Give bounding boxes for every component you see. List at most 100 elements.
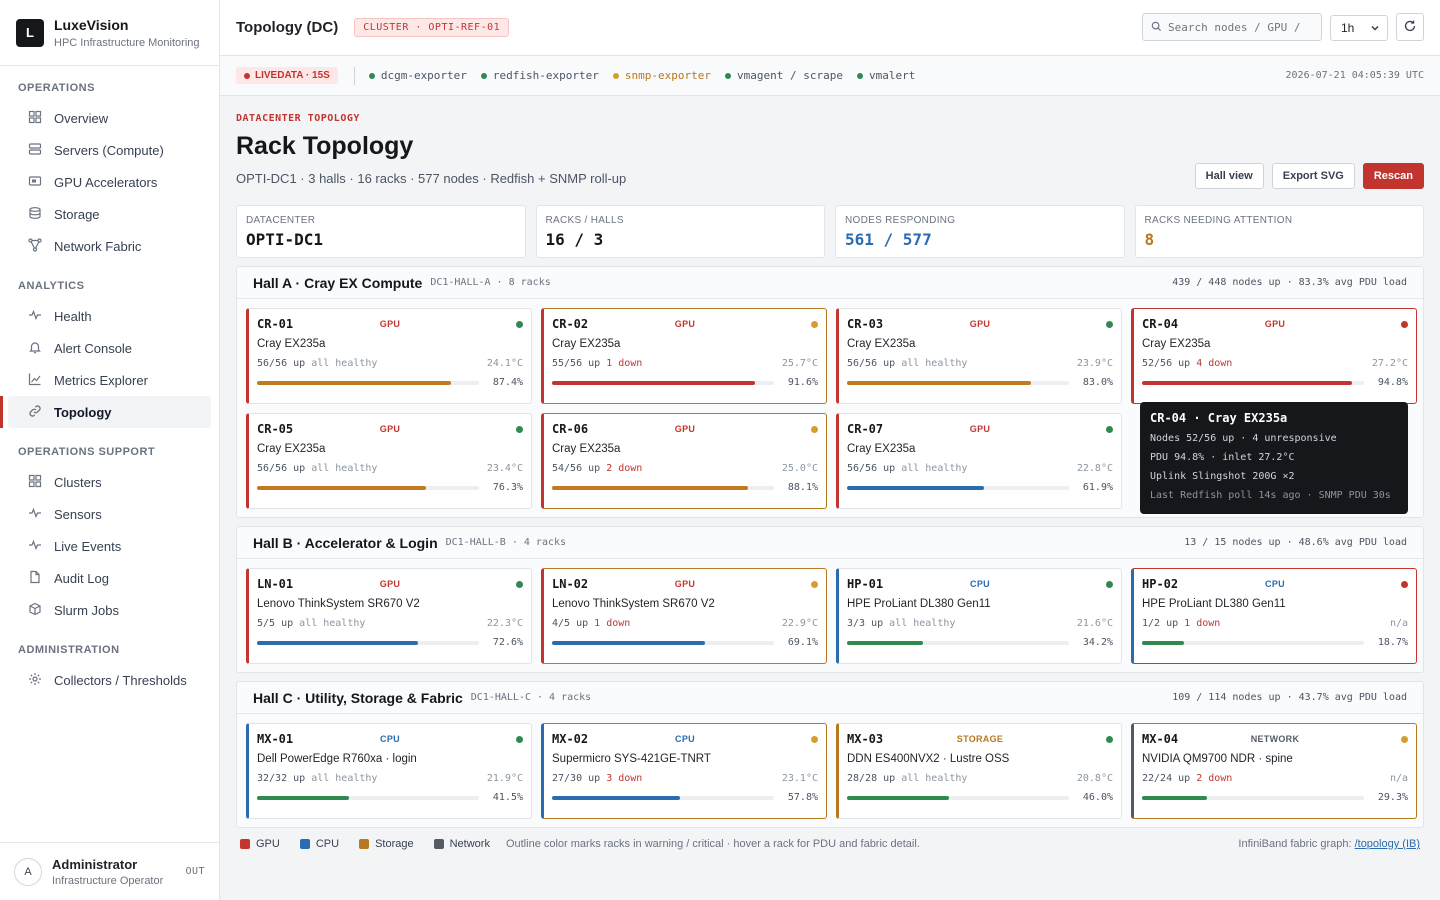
sidebar-item-network-fabric[interactable]: Network Fabric — [8, 230, 211, 262]
rack-card-mx-02[interactable]: MX-02 CPU Supermicro SYS-421GE-TNRT 27/3… — [541, 723, 827, 819]
rack-up-count: 56/56 up — [257, 358, 306, 369]
rack-id: HP-01 — [847, 577, 884, 591]
rack-card-mx-03[interactable]: MX-03 STORAGE DDN ES400NVX2 · Lustre OSS… — [836, 723, 1122, 819]
rack-card-cr-06[interactable]: CR-06 GPU Cray EX235a 54/56 up 2 down 25… — [541, 413, 827, 509]
time-range-select[interactable]: 1h — [1330, 15, 1388, 41]
rack-up-count: 4/5 up — [552, 618, 589, 629]
fabric-link-prefix: InfiniBand fabric graph: — [1238, 838, 1355, 850]
pdu-load-row: 88.1% — [552, 482, 818, 493]
pdu-load-value: 61.9% — [1082, 482, 1113, 493]
rack-id: CR-02 — [552, 317, 589, 331]
sidebar-item-live-events[interactable]: Live Events — [8, 530, 211, 562]
rescan-button[interactable]: Rescan — [1362, 163, 1424, 189]
tooltip-line: PDU 94.8% · inlet 27.2°C — [1150, 452, 1295, 463]
sidebar-item-storage[interactable]: Storage — [8, 198, 211, 230]
sidebar-item-servers-compute[interactable]: Servers (Compute) — [8, 134, 211, 166]
logout-button[interactable]: OUT — [185, 866, 205, 877]
rack-temperature: n/a — [1389, 618, 1408, 629]
pdu-load-fill — [847, 641, 923, 645]
time-range-value: 1h — [1341, 21, 1355, 35]
rack-id: MX-02 — [552, 732, 589, 746]
rack-type: CPU — [380, 734, 400, 744]
pdu-load-value: 41.5% — [492, 792, 523, 803]
rack-up-count: 56/56 up — [257, 463, 306, 474]
rack-card-ln-02[interactable]: LN-02 GPU Lenovo ThinkSystem SR670 V2 4/… — [541, 568, 827, 664]
refresh-button[interactable] — [1396, 13, 1424, 41]
status-dot-icon — [856, 72, 863, 79]
sidebar-item-label: Alert Console — [54, 340, 133, 356]
status-dot-icon — [368, 72, 375, 79]
rack-status-line: 3/3 up all healthy 21.6°C — [847, 618, 1113, 629]
sidebar-item-label: Servers (Compute) — [54, 142, 164, 158]
rack-card-cr-05[interactable]: CR-05 GPU Cray EX235a 56/56 up all healt… — [246, 413, 532, 509]
avatar[interactable]: A — [14, 857, 42, 886]
legend-swatch — [359, 839, 370, 849]
sidebar-item-topology[interactable]: Topology — [0, 396, 211, 428]
sidebar-item-health[interactable]: Health — [8, 300, 211, 332]
rack-card-mx-04[interactable]: MX-04 NETWORK NVIDIA QM9700 NDR · spine … — [1131, 723, 1417, 819]
export-svg-button[interactable]: Export SVG — [1271, 163, 1355, 189]
rack-card-cr-02[interactable]: CR-02 GPU Cray EX235a 55/56 up 1 down 25… — [541, 308, 827, 404]
rack-id: LN-01 — [257, 577, 294, 591]
pdu-load-fill — [257, 796, 350, 800]
cluster-badge[interactable]: CLUSTER · OPTI-REF-01 — [354, 18, 510, 37]
rack-status-line: 56/56 up all healthy 24.1°C — [257, 358, 523, 369]
search-box[interactable] — [1142, 13, 1322, 41]
rack-model: Cray EX235a — [552, 338, 621, 350]
rack-card-ln-01[interactable]: LN-01 GPU Lenovo ThinkSystem SR670 V2 5/… — [246, 568, 532, 664]
fabric-graph-link[interactable]: /topology (IB) — [1354, 838, 1420, 850]
collector-snmp-exporter[interactable]: snmp-exporter — [612, 69, 711, 82]
database-icon — [28, 206, 44, 222]
server-icon — [28, 142, 44, 158]
rack-card-mx-01[interactable]: MX-01 CPU Dell PowerEdge R760xa · login … — [246, 723, 532, 819]
sidebar-item-overview[interactable]: Overview — [8, 102, 211, 134]
sidebar-item-gpu-accelerators[interactable]: GPU Accelerators — [8, 166, 211, 198]
status-dot-icon — [480, 72, 487, 79]
legend-item-gpu: GPU — [240, 838, 280, 850]
sidebar-item-alert-console[interactable]: Alert Console — [8, 332, 211, 364]
collector-dcgm-exporter[interactable]: dcgm-exporter — [368, 69, 467, 82]
collector-vmalert[interactable]: vmalert — [856, 69, 915, 82]
collector-redfish-exporter[interactable]: redfish-exporter — [480, 69, 599, 82]
pdu-load-value: 83.0% — [1082, 377, 1113, 388]
rack-status-line: 28/28 up all healthy 20.8°C — [847, 773, 1113, 784]
sidebar-item-sensors[interactable]: Sensors — [8, 498, 211, 530]
pdu-load-value: 72.6% — [492, 637, 523, 648]
pdu-load-value: 57.8% — [787, 792, 818, 803]
sidebar-item-label: Health — [54, 308, 92, 324]
rack-card-cr-07[interactable]: CR-07 GPU Cray EX235a 56/56 up all healt… — [836, 413, 1122, 509]
rack-card-cr-01[interactable]: CR-01 GPU Cray EX235a 56/56 up all healt… — [246, 308, 532, 404]
status-dot-icon — [1106, 581, 1113, 588]
sidebar-item-clusters[interactable]: Clusters — [8, 466, 211, 498]
rack-card-cr-04[interactable]: CR-04 GPU Cray EX235a 52/56 up 4 down 27… — [1131, 308, 1417, 404]
collector-vmagent-scrape[interactable]: vmagent / scrape — [724, 69, 843, 82]
sidebar-item-collectors-thresholds[interactable]: Collectors / Thresholds — [8, 664, 211, 696]
pdu-load-row: 18.7% — [1142, 637, 1408, 648]
rack-model: Cray EX235a — [552, 443, 621, 455]
sidebar-item-slurm-jobs[interactable]: Slurm Jobs — [8, 594, 211, 626]
rack-up-count: 5/5 up — [257, 618, 294, 629]
rack-card-hp-01[interactable]: HP-01 CPU HPE ProLiant DL380 Gen11 3/3 u… — [836, 568, 1122, 664]
live-badge: LIVEDATA · 15S — [236, 67, 338, 84]
rack-temperature: 27.2°C — [1371, 358, 1408, 369]
rack-up-count: 56/56 up — [847, 463, 896, 474]
stat-value: OPTI-DC1 — [246, 230, 324, 249]
rack-temperature: n/a — [1389, 773, 1408, 784]
rack-up-count: 3/3 up — [847, 618, 884, 629]
pdu-load-value: 18.7% — [1377, 637, 1408, 648]
rack-card-cr-03[interactable]: CR-03 GPU Cray EX235a 56/56 up all healt… — [836, 308, 1122, 404]
status-dot-icon — [516, 426, 523, 433]
hall-summary: 109 / 114 nodes up · 43.7% avg PDU load — [1172, 692, 1407, 703]
status-dot-icon — [516, 321, 523, 328]
sidebar-item-audit-log[interactable]: Audit Log — [8, 562, 211, 594]
hall-view-button[interactable]: Hall view — [1194, 163, 1264, 189]
sidebar-item-metrics-explorer[interactable]: Metrics Explorer — [8, 364, 211, 396]
divider — [353, 66, 355, 85]
sidebar-item-label: Collectors / Thresholds — [54, 672, 187, 688]
search-input[interactable] — [1168, 20, 1318, 34]
pdu-load-bar — [1142, 796, 1364, 800]
legend-label: GPU — [256, 838, 280, 850]
pdu-load-row: 34.2% — [847, 637, 1113, 648]
rack-card-hp-02[interactable]: HP-02 CPU HPE ProLiant DL380 Gen11 1/2 u… — [1131, 568, 1417, 664]
